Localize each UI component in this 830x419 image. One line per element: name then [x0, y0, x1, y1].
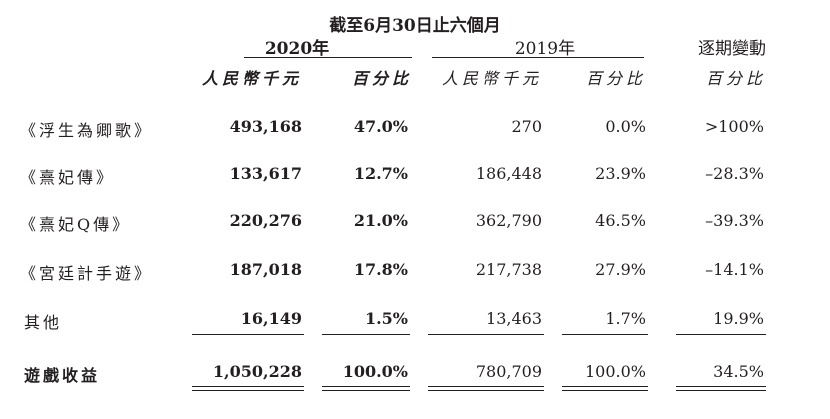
header-rule-2020	[244, 57, 412, 58]
pct-2020-cell: 21.0%	[353, 211, 408, 230]
total-double-rule	[676, 386, 766, 387]
total-rmb-2020: 1,050,228	[212, 362, 302, 381]
change-cell: 19.9%	[713, 309, 764, 328]
total-double-rule	[676, 390, 766, 391]
total-pct-2019: 100.0%	[584, 362, 646, 381]
pct-2019-cell: 23.9%	[595, 164, 646, 183]
total-change: 34.5%	[713, 362, 764, 381]
row-label: 其他	[24, 313, 63, 332]
subtotal-rule	[322, 334, 410, 335]
rmb-2020-cell: 16,149	[240, 309, 302, 328]
rmb-2020-cell: 133,617	[229, 164, 302, 183]
total-double-rule	[192, 390, 304, 391]
rmb-2019-cell: 217,738	[475, 260, 542, 279]
rmb-2019-cell: 362,790	[475, 211, 542, 230]
total-pct-2020: 100.0%	[342, 362, 408, 381]
column-pct-change: 百分比	[705, 69, 766, 88]
row-label: 《宮廷計手遊》	[20, 264, 154, 283]
change-cell: –14.1%	[705, 260, 764, 279]
rmb-2019-cell: 13,463	[486, 309, 542, 328]
total-double-rule	[428, 390, 544, 391]
row-label: 《熹妃傳》	[20, 168, 116, 187]
pct-2020-cell: 47.0%	[353, 117, 408, 136]
column-rmb-2020: 人民幣千元	[201, 69, 302, 88]
total-label: 遊戲收益	[24, 366, 101, 385]
pct-2020-cell: 1.5%	[364, 309, 408, 328]
year-2020-header: 2020年	[264, 39, 330, 59]
header-rule-2019	[432, 57, 644, 58]
row-label: 《熹妃Q傳》	[20, 215, 132, 234]
rmb-2020-cell: 493,168	[229, 117, 302, 136]
total-double-rule	[192, 386, 304, 387]
pct-2020-cell: 17.8%	[353, 260, 408, 279]
total-double-rule	[322, 386, 410, 387]
pct-2019-cell: 46.5%	[595, 211, 646, 230]
change-header: 逐期變動	[698, 39, 766, 59]
change-cell: >100%	[704, 117, 764, 136]
change-cell: –39.3%	[705, 211, 764, 230]
rmb-2020-cell: 220,276	[229, 211, 302, 230]
year-2019-header: 2019年	[514, 39, 576, 59]
subtotal-rule	[562, 334, 648, 335]
pct-2020-cell: 12.7%	[353, 164, 408, 183]
total-double-rule	[562, 390, 648, 391]
total-rmb-2019: 780,709	[475, 362, 542, 381]
rmb-2020-cell: 187,018	[229, 260, 302, 279]
subtotal-rule	[428, 334, 544, 335]
period-title: 截至6月30日止六個月	[329, 16, 501, 36]
total-double-rule	[428, 386, 544, 387]
total-double-rule	[322, 390, 410, 391]
row-label: 《浮生為卿歌》	[20, 121, 154, 140]
subtotal-rule	[192, 334, 304, 335]
total-double-rule	[562, 386, 648, 387]
column-pct-2019: 百分比	[585, 69, 646, 88]
pct-2019-cell: 1.7%	[605, 309, 646, 328]
rmb-2019-cell: 270	[511, 117, 542, 136]
column-rmb-2019: 人民幣千元	[441, 69, 542, 88]
pct-2019-cell: 27.9%	[595, 260, 646, 279]
pct-2019-cell: 0.0%	[605, 117, 646, 136]
change-cell: –28.3%	[705, 164, 764, 183]
subtotal-rule	[676, 334, 766, 335]
rmb-2019-cell: 186,448	[475, 164, 542, 183]
column-pct-2020: 百分比	[351, 69, 412, 88]
